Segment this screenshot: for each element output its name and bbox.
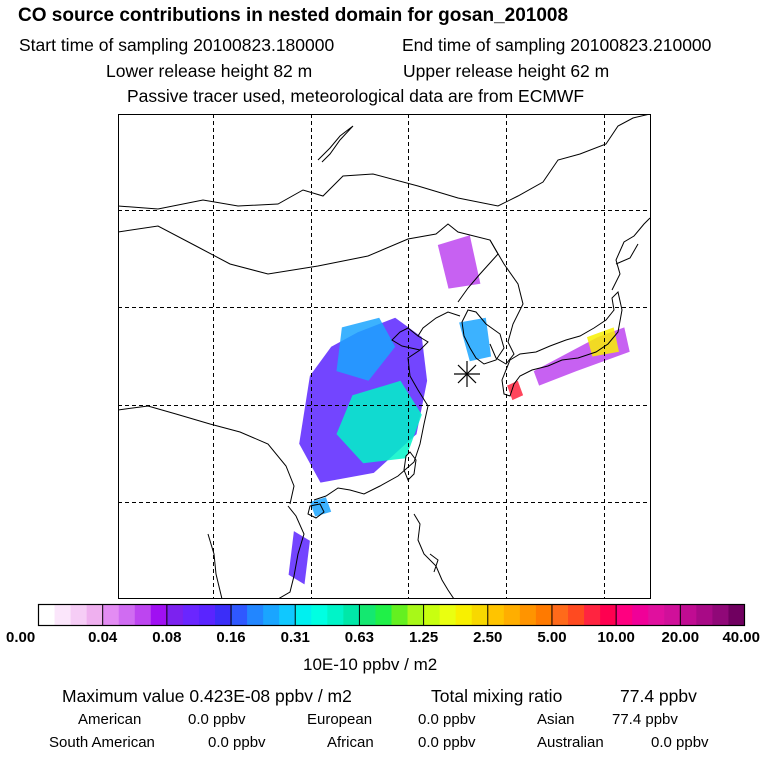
colorbar-frame bbox=[37, 603, 746, 627]
colorbar-cell bbox=[423, 604, 441, 626]
colorbar-cell bbox=[198, 604, 216, 626]
colorbar bbox=[37, 603, 746, 627]
colorbar-cell bbox=[38, 604, 55, 626]
colorbar-cell bbox=[648, 604, 665, 626]
colorbar-cell bbox=[407, 604, 424, 626]
colorbar-cell bbox=[247, 604, 264, 626]
colorbar-tick-label: 0.16 bbox=[216, 629, 246, 646]
plume-region bbox=[507, 380, 524, 401]
colorbar-cell bbox=[295, 604, 312, 626]
colorbar-cell bbox=[182, 604, 200, 626]
region-name: European bbox=[307, 711, 373, 728]
colorbar-cell bbox=[551, 604, 569, 626]
colorbar-cell bbox=[664, 604, 681, 626]
colorbar-cell bbox=[471, 604, 489, 626]
colorbar-tick-label: 2.50 bbox=[473, 629, 503, 646]
colorbar-cells bbox=[38, 604, 745, 626]
colorbar-tick-label: 20.00 bbox=[661, 629, 700, 646]
plume-region bbox=[587, 327, 619, 357]
colorbar-cell bbox=[86, 604, 104, 626]
colorbar-cell bbox=[118, 604, 136, 626]
region-value: 0.0 ppbv bbox=[418, 734, 476, 751]
colorbar-tick-label: 0.00 bbox=[6, 629, 36, 646]
start-time-label: Start time of sampling 20100823.180000 bbox=[19, 35, 335, 55]
region-name: American bbox=[78, 711, 142, 728]
colorbar-cell bbox=[632, 604, 649, 626]
colorbar-tick-label: 0.63 bbox=[344, 629, 375, 646]
colorbar-tick-label: 10.00 bbox=[597, 629, 635, 646]
colorbar-tick-label: 5.00 bbox=[537, 629, 567, 646]
colorbar-tick-label: 0.31 bbox=[280, 629, 310, 646]
max-value-label: Maximum value 0.423E-08 ppbv / m2 bbox=[62, 686, 352, 706]
colorbar-cell bbox=[54, 604, 71, 626]
colorbar-cell bbox=[696, 604, 713, 626]
colorbar-cell bbox=[600, 604, 617, 626]
colorbar-cell bbox=[279, 604, 296, 626]
plume-region bbox=[288, 531, 310, 585]
plume-region bbox=[459, 317, 492, 362]
chart-title: CO source contributions in nested domain… bbox=[18, 5, 569, 26]
graticule bbox=[118, 114, 651, 599]
plume-region bbox=[437, 235, 481, 289]
colorbar-cell bbox=[391, 604, 408, 626]
colorbar-cell bbox=[519, 604, 537, 626]
colorbar-cell bbox=[263, 604, 280, 626]
colorbar-cell bbox=[616, 604, 633, 626]
region-name: African bbox=[327, 734, 374, 751]
total-mixing-label: Total mixing ratio bbox=[431, 686, 563, 706]
colorbar-cell bbox=[134, 604, 152, 626]
colorbar-cell bbox=[231, 604, 248, 626]
colorbar-cell bbox=[535, 604, 553, 626]
colorbar-cell bbox=[166, 604, 184, 626]
colorbar-cell bbox=[311, 604, 328, 626]
colorbar-cell bbox=[487, 604, 505, 626]
concentration-plumes bbox=[288, 235, 630, 585]
region-value: 0.0 ppbv bbox=[188, 711, 246, 728]
end-time-label: End time of sampling 20100823.210000 bbox=[402, 35, 712, 55]
region-name: Australian bbox=[537, 734, 604, 751]
colorbar-cell bbox=[439, 604, 457, 626]
colorbar-cell bbox=[215, 604, 232, 626]
colorbar-cell bbox=[375, 604, 392, 626]
upper-release-label: Upper release height 62 m bbox=[403, 61, 610, 81]
colorbar-cell bbox=[455, 604, 473, 626]
colorbar-cell bbox=[584, 604, 601, 626]
region-value: 77.4 ppbv bbox=[612, 711, 678, 728]
colorbar-cell bbox=[327, 604, 344, 626]
plume-region bbox=[336, 317, 396, 381]
map-panel bbox=[118, 114, 651, 599]
colorbar-cell bbox=[70, 604, 88, 626]
colorbar-tick-label: 0.08 bbox=[152, 629, 182, 646]
receptor-site-marker bbox=[454, 361, 480, 387]
colorbar-cell bbox=[359, 604, 376, 626]
colorbar-cell bbox=[503, 604, 521, 626]
colorbar-cell bbox=[343, 604, 360, 626]
total-mixing-value: 77.4 ppbv bbox=[620, 686, 697, 706]
plume-region bbox=[336, 380, 422, 464]
colorbar-cell bbox=[150, 604, 168, 626]
colorbar-cell bbox=[712, 604, 729, 626]
colorbar-cell bbox=[728, 604, 745, 626]
colorbar-cell bbox=[568, 604, 585, 626]
region-value: 0.0 ppbv bbox=[651, 734, 709, 751]
coastlines bbox=[118, 114, 651, 599]
colorbar-cell bbox=[102, 604, 120, 626]
region-value: 0.0 ppbv bbox=[208, 734, 266, 751]
colorbar-tick-label: 40.00 bbox=[722, 629, 760, 646]
colorbar-unit: 10E-10 ppbv / m2 bbox=[303, 655, 438, 674]
region-value: 0.0 ppbv bbox=[418, 711, 476, 728]
tracer-note: Passive tracer used, meteorological data… bbox=[127, 86, 585, 106]
lower-release-label: Lower release height 82 m bbox=[106, 61, 313, 81]
region-name: Asian bbox=[537, 711, 575, 728]
region-name: South American bbox=[49, 734, 155, 751]
colorbar-cell bbox=[680, 604, 697, 626]
colorbar-tick-label: 0.04 bbox=[88, 629, 118, 646]
colorbar-tick-label: 1.25 bbox=[408, 629, 439, 646]
